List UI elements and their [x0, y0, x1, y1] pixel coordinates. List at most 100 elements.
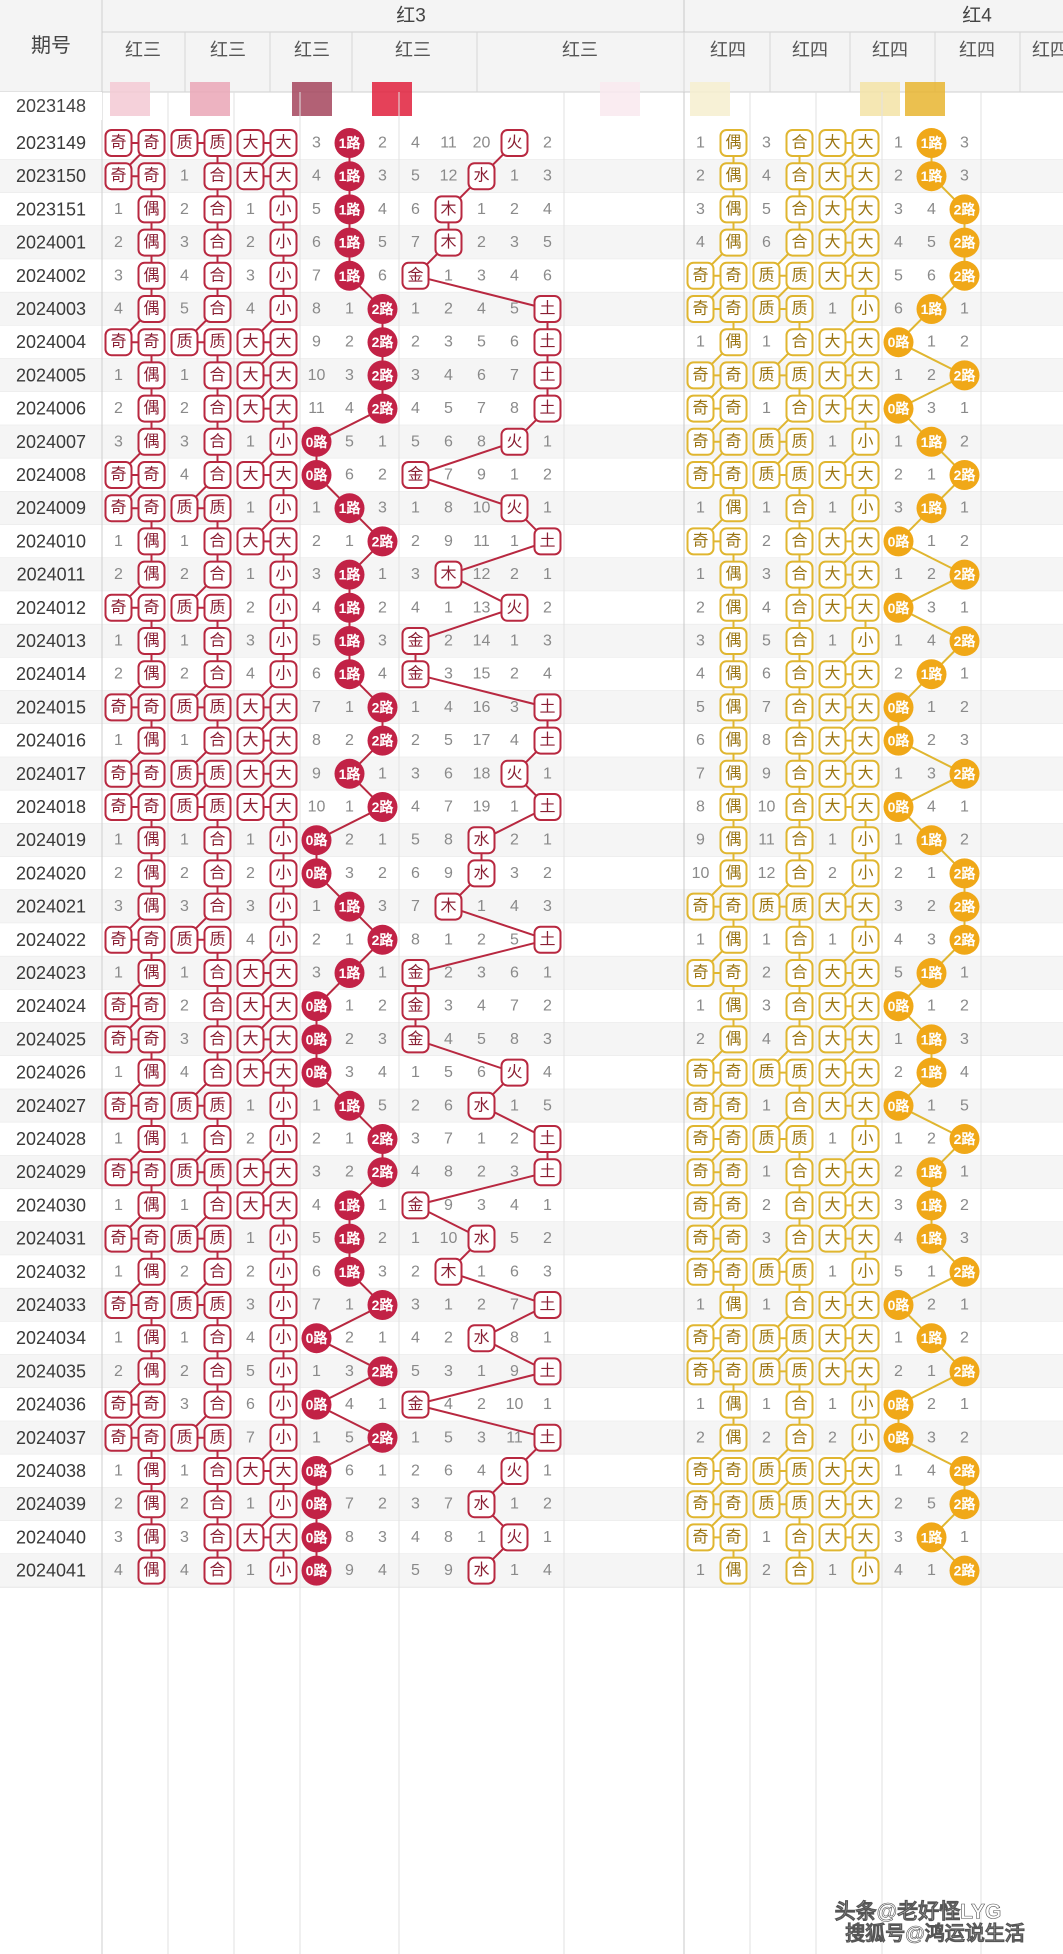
watermark-line1: 头条@老好怪LYG [835, 1900, 1002, 1924]
hit-marker [851, 1257, 880, 1286]
hit-marker [269, 129, 298, 157]
hit-marker [203, 1158, 232, 1187]
miss-count: 11 [506, 1429, 523, 1446]
hit-marker [401, 660, 430, 689]
miss-count: 7 [510, 367, 519, 384]
hit-marker [818, 1291, 847, 1319]
miss-count: 1 [477, 1363, 486, 1380]
hit-label: 大 [857, 1063, 873, 1081]
hit-label: 质 [791, 897, 807, 915]
hit-marker [533, 1423, 562, 1452]
hit-label: 合 [209, 665, 225, 683]
miss-count: 2 [180, 1496, 189, 1513]
hit-marker [785, 1556, 814, 1585]
hit-label: 火 [506, 599, 522, 616]
color-swatch [190, 82, 230, 116]
miss-count: 3 [543, 1031, 552, 1048]
hit-marker [137, 1191, 166, 1220]
hit-label: 大 [857, 1329, 873, 1347]
hit-label: 大 [857, 1163, 873, 1181]
miss-count: 8 [762, 732, 771, 749]
miss-count: 3 [960, 732, 969, 749]
row-band [0, 1354, 1063, 1388]
miss-count: 3 [477, 1429, 486, 1446]
hit-marker [434, 1257, 463, 1286]
hit-marker [851, 693, 880, 722]
hit-label: 质 [791, 1495, 807, 1513]
route-label: 1路 [339, 600, 362, 616]
hit-label: 合 [791, 731, 807, 749]
hit-label: 小 [275, 1395, 291, 1413]
row-band [0, 259, 1063, 293]
hit-marker [719, 1457, 748, 1485]
hit-marker [104, 129, 133, 157]
header-background [0, 0, 1063, 92]
hit-label: 质 [176, 764, 192, 782]
route-marker [334, 493, 365, 524]
hit-label: 偶 [143, 1462, 159, 1480]
route-marker [334, 227, 365, 258]
hit-label: 大 [857, 731, 873, 749]
miss-count: 1 [927, 1263, 936, 1280]
hit-marker [785, 793, 814, 821]
miss-count: 2 [246, 599, 255, 616]
miss-count: 2 [894, 1363, 903, 1380]
hit-label: 小 [275, 200, 291, 218]
miss-count: 1 [378, 566, 387, 583]
hit-label: 质 [758, 1462, 774, 1480]
hit-marker [434, 892, 463, 921]
miss-count: 1 [696, 334, 705, 351]
period-cell: 2024006 [16, 399, 86, 419]
hit-marker [785, 660, 814, 689]
miss-count: 1 [246, 1496, 255, 1513]
miss-count: 2 [477, 1164, 486, 1181]
miss-count: 1 [960, 1529, 969, 1546]
miss-count: 1 [477, 201, 486, 218]
period-cell: 2024009 [16, 498, 86, 518]
period-cell: 2024028 [16, 1129, 86, 1149]
hit-label: 火 [506, 135, 522, 152]
row-band [0, 823, 1063, 857]
miss-count: 6 [378, 267, 387, 284]
hit-label: 质 [758, 1495, 774, 1513]
hit-marker [203, 228, 232, 257]
miss-count: 2 [762, 1429, 771, 1446]
hit-label: 合 [791, 134, 807, 152]
miss-count: 1 [762, 931, 771, 948]
hit-marker [467, 162, 496, 191]
hit-label: 质 [209, 1428, 225, 1446]
first-period-cell [0, 92, 102, 120]
hit-marker [269, 1423, 298, 1452]
miss-count: 4 [894, 234, 903, 251]
route-label: 2路 [372, 401, 395, 417]
hit-marker [719, 992, 748, 1021]
hit-label: 大 [275, 366, 291, 384]
hit-marker [104, 593, 133, 622]
miss-count: 3 [762, 566, 771, 583]
miss-count: 5 [543, 1097, 552, 1114]
hit-label: 奇 [725, 1063, 741, 1081]
hit-marker [686, 1224, 715, 1253]
period-cell: 2024039 [16, 1494, 86, 1514]
hit-label: 土 [539, 399, 555, 417]
hit-marker [719, 1390, 748, 1419]
hit-label: 土 [539, 1428, 555, 1446]
hit-marker [434, 560, 463, 589]
hit-label: 火 [506, 765, 522, 782]
hit-label: 土 [539, 698, 555, 716]
route-marker [301, 1456, 332, 1486]
miss-count: 5 [444, 1429, 453, 1446]
hit-marker [137, 560, 166, 589]
miss-count: 5 [510, 301, 519, 318]
miss-count: 1 [411, 1064, 420, 1081]
miss-count: 2 [927, 367, 936, 384]
hit-marker [719, 1357, 748, 1386]
miss-count: 7 [312, 1297, 321, 1314]
miss-count: 6 [444, 765, 453, 782]
miss-count: 4 [345, 1396, 354, 1413]
hit-marker [104, 1091, 133, 1120]
miss-count: 5 [477, 334, 486, 351]
hit-label: 小 [275, 1329, 291, 1347]
miss-count: 1 [828, 301, 837, 318]
